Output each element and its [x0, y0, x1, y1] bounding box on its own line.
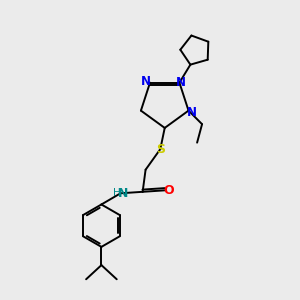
Text: O: O [163, 184, 174, 197]
Text: S: S [156, 142, 165, 156]
Text: N: N [118, 187, 129, 200]
Text: N: N [141, 75, 151, 88]
Text: H: H [113, 188, 121, 198]
Text: N: N [176, 76, 186, 89]
Text: N: N [188, 106, 197, 118]
